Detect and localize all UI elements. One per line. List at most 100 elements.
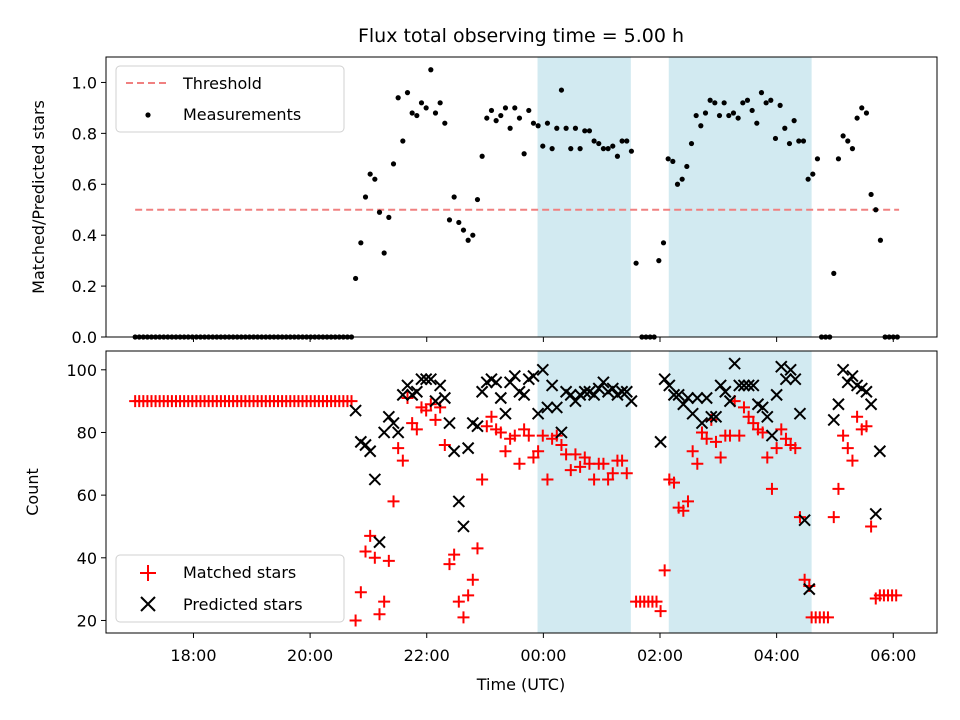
legend-measurements-swatch <box>145 112 151 118</box>
measurement-point <box>600 146 607 152</box>
predicted-star-point <box>606 382 619 395</box>
top-ylabel: Matched/Predicted stars <box>29 100 48 294</box>
measurement-point <box>744 97 751 103</box>
measurement-point <box>831 270 837 276</box>
predicted-star-point <box>578 385 591 398</box>
measurement-point <box>498 112 504 119</box>
matched-star-point <box>410 423 423 436</box>
measurement-point <box>610 143 616 149</box>
measurement-point <box>840 133 846 139</box>
measurement-point <box>863 110 870 116</box>
measurement-point <box>688 140 695 147</box>
measurement-point <box>810 171 816 177</box>
chart-title: Flux total observing time = 5.00 h <box>358 25 684 47</box>
predicted-star-point <box>728 357 741 370</box>
predicted-star-point <box>429 394 442 408</box>
measurement-point <box>544 120 551 126</box>
measurement-point <box>877 237 884 243</box>
matched-star-point <box>851 410 864 423</box>
measurement-point <box>563 125 569 131</box>
measurement-point <box>404 90 411 96</box>
matched-star-point <box>841 442 854 455</box>
measurement-point <box>845 138 851 144</box>
predicted-star-point <box>457 520 470 533</box>
matched-star-point <box>779 432 792 445</box>
measurement-point <box>670 158 676 164</box>
predicted-star-point <box>359 438 372 452</box>
predicted-star-point <box>508 369 522 383</box>
bottom-xlabel: Time (UTC) <box>476 675 565 694</box>
bottom-ytick: 100 <box>66 361 106 380</box>
matched-star-point <box>681 495 694 508</box>
matched-star-point <box>574 460 587 473</box>
predicted-star-point <box>387 416 400 430</box>
top-ytick: 0.6 <box>72 175 106 194</box>
predicted-star-point <box>686 407 699 420</box>
matched-star-point <box>401 392 414 404</box>
measurement-point <box>460 227 467 233</box>
predicted-star-point <box>419 372 433 386</box>
matched-star-point <box>513 457 526 470</box>
predicted-star-point <box>452 495 466 508</box>
matched-star-point <box>654 605 667 618</box>
matched-star-point <box>770 442 783 455</box>
predicted-star-point <box>503 376 517 389</box>
predicted-star-point <box>723 394 737 408</box>
matched-star-point <box>424 398 437 411</box>
matched-star-point <box>457 611 470 624</box>
predicted-star-point <box>531 407 545 420</box>
predicted-star-point <box>373 535 386 549</box>
matched-star-point <box>368 551 381 564</box>
predicted-star-point <box>368 473 382 486</box>
legend-predicted-swatch <box>140 596 156 612</box>
predicted-star-point <box>592 382 605 395</box>
matched-star-point <box>396 454 409 467</box>
matched-star-point <box>536 429 549 442</box>
measurement-point <box>512 105 518 111</box>
matched-star-point <box>616 454 629 467</box>
matched-star-point <box>541 473 554 486</box>
matched-star-point <box>775 423 788 436</box>
bottom-xtick-label: 00:00 <box>520 646 566 665</box>
bottom-xtick: 18:00 <box>170 633 217 665</box>
measurement-point <box>758 90 765 96</box>
matched-star-point <box>677 504 690 517</box>
predicted-star-point <box>803 582 816 596</box>
bottom-xtick-label: 06:00 <box>870 646 916 665</box>
matched-star-point <box>650 595 663 608</box>
measurement-point <box>665 156 671 162</box>
predicted-star-point <box>597 376 610 389</box>
measurement-point <box>507 125 513 131</box>
top-ytick-label: 0.8 <box>72 124 97 143</box>
matched-star-point <box>438 439 451 451</box>
predicted-star-point <box>654 435 667 449</box>
predicted-star-point <box>438 391 452 405</box>
measurement-point <box>749 107 755 114</box>
predicted-star-point <box>784 363 797 377</box>
predicted-star-point <box>667 388 681 402</box>
measurement-point <box>474 196 481 203</box>
legend-measurements-label: Measurements <box>183 105 301 124</box>
measurement-point <box>849 146 856 152</box>
predicted-star-point <box>499 407 512 420</box>
bottom-xtick-label: 02:00 <box>637 646 683 665</box>
predicted-star-point <box>625 394 638 408</box>
top-ytick-label: 0.6 <box>72 175 97 194</box>
matched-star-point <box>462 589 475 602</box>
predicted-star-point <box>779 372 793 386</box>
matched-star-point <box>691 457 704 470</box>
measurement-point <box>395 95 401 101</box>
top-observing-window-0 <box>537 57 631 337</box>
measurement-point <box>488 107 495 114</box>
measurement-point <box>484 115 490 121</box>
measurement-point <box>521 151 527 157</box>
top-axes-frame <box>105 56 938 338</box>
measurement-point <box>577 146 583 152</box>
measurement-point <box>800 138 807 144</box>
matched-star-point <box>695 426 708 439</box>
measurement-point <box>418 100 425 106</box>
measurement-point <box>535 123 541 129</box>
measurement-point <box>558 87 565 93</box>
predicted-star-point <box>658 372 671 386</box>
predicted-star-point <box>527 369 540 383</box>
